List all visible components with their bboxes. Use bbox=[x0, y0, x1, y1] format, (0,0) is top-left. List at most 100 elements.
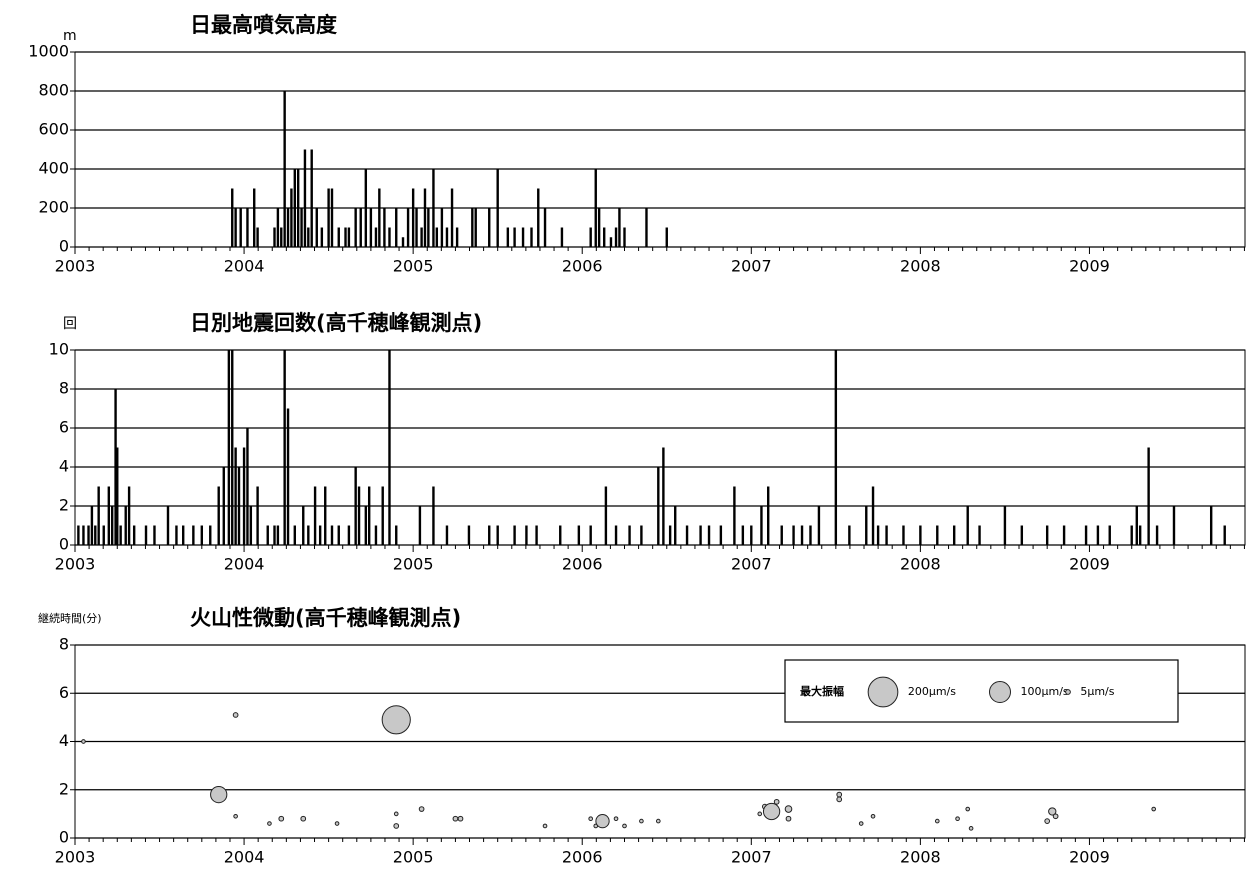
bar bbox=[77, 525, 80, 545]
bar bbox=[310, 149, 313, 247]
bar bbox=[707, 525, 711, 545]
bar bbox=[347, 227, 351, 247]
bar bbox=[337, 525, 340, 545]
y-tick-label: 4 bbox=[59, 731, 69, 750]
tremor-bubble bbox=[965, 806, 971, 812]
bar bbox=[445, 227, 449, 247]
tremor-bubble bbox=[613, 816, 619, 822]
bar bbox=[657, 467, 660, 545]
bar bbox=[418, 506, 422, 545]
bar bbox=[432, 486, 435, 545]
bar bbox=[200, 525, 204, 545]
bar bbox=[440, 208, 444, 247]
bar bbox=[809, 525, 812, 545]
tremor-bubble bbox=[393, 823, 400, 829]
bar bbox=[293, 169, 296, 247]
bar bbox=[936, 525, 939, 545]
bar bbox=[107, 486, 111, 545]
bar bbox=[327, 188, 330, 247]
bar bbox=[645, 208, 648, 247]
bar bbox=[1172, 506, 1176, 545]
bar bbox=[618, 208, 621, 247]
bar bbox=[411, 188, 415, 247]
bar bbox=[119, 525, 122, 545]
bar bbox=[668, 525, 672, 545]
bar bbox=[102, 525, 105, 545]
bar bbox=[614, 525, 618, 545]
chart-title: 日別地震回数(高千穂峰観測点) bbox=[190, 311, 482, 335]
bar bbox=[222, 467, 225, 545]
bar bbox=[231, 188, 234, 247]
bar bbox=[124, 506, 127, 545]
bar bbox=[1108, 525, 1111, 545]
y-axis-unit: 回 bbox=[63, 316, 77, 332]
bar bbox=[383, 208, 386, 247]
tremor-bubble bbox=[232, 712, 239, 718]
bar bbox=[817, 506, 821, 545]
tremor-bubble bbox=[81, 739, 86, 744]
y-tick-label: 400 bbox=[38, 159, 69, 178]
bar bbox=[239, 208, 242, 247]
x-tick-label: 2007 bbox=[731, 555, 772, 574]
bar bbox=[597, 208, 601, 247]
x-tick-label: 2006 bbox=[562, 555, 603, 574]
bar bbox=[427, 208, 430, 247]
bar bbox=[283, 91, 286, 247]
tremor-bubble bbox=[934, 818, 940, 824]
x-tick-label: 2004 bbox=[224, 848, 265, 867]
plot-frame bbox=[74, 51, 1246, 248]
bar bbox=[337, 227, 340, 247]
x-tick-label: 2008 bbox=[900, 257, 941, 276]
bar bbox=[885, 525, 888, 545]
legend-bubble bbox=[989, 681, 1011, 703]
bar bbox=[589, 227, 592, 247]
bar bbox=[1155, 525, 1159, 545]
bar bbox=[577, 525, 581, 545]
bar bbox=[415, 208, 418, 247]
legend-label: 200μm/s bbox=[908, 685, 956, 698]
bar bbox=[603, 227, 606, 247]
y-tick-label: 6 bbox=[59, 683, 69, 702]
y-tick-label: 8 bbox=[59, 379, 69, 398]
y-tick-label: 4 bbox=[59, 457, 69, 476]
tremor-bubble bbox=[639, 818, 644, 824]
bar bbox=[719, 525, 723, 545]
bar bbox=[1062, 525, 1066, 545]
x-tick-label: 2007 bbox=[731, 257, 772, 276]
bar bbox=[450, 188, 454, 247]
bar bbox=[978, 525, 981, 545]
bar bbox=[324, 486, 327, 545]
bar bbox=[302, 506, 305, 545]
bar bbox=[242, 447, 246, 545]
legend-label: 5μm/s bbox=[1080, 685, 1114, 698]
tremor-bubble bbox=[278, 815, 285, 822]
bar bbox=[87, 525, 90, 545]
bar bbox=[374, 227, 378, 247]
bar bbox=[97, 486, 100, 545]
bar bbox=[423, 188, 427, 247]
x-tick-label: 2008 bbox=[900, 848, 941, 867]
bar bbox=[848, 525, 851, 545]
bar bbox=[273, 227, 276, 247]
tremor-bubble bbox=[457, 815, 464, 822]
bar bbox=[166, 506, 170, 545]
bar bbox=[543, 208, 547, 247]
tremor-bubble bbox=[870, 813, 876, 819]
bar bbox=[364, 506, 368, 545]
bar bbox=[871, 486, 875, 545]
bar bbox=[1135, 506, 1138, 545]
bar bbox=[132, 525, 136, 545]
bar bbox=[280, 227, 283, 247]
bar bbox=[471, 208, 474, 247]
legend-title: 最大振幅 bbox=[800, 684, 844, 698]
bar bbox=[496, 169, 499, 247]
x-tick-label: 2005 bbox=[393, 848, 434, 867]
bar bbox=[521, 227, 525, 247]
bar bbox=[665, 227, 668, 247]
x-tick-label: 2008 bbox=[900, 555, 941, 574]
bar bbox=[182, 525, 185, 545]
tremor-bubble bbox=[300, 815, 307, 822]
tremor-bubble bbox=[595, 813, 610, 829]
x-tick-label: 2009 bbox=[1069, 848, 1110, 867]
bar bbox=[1020, 525, 1024, 545]
